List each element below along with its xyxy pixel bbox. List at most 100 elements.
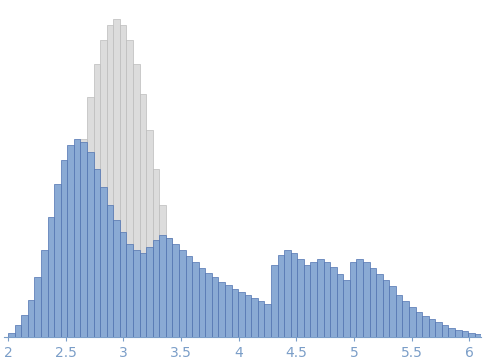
Bar	[74, 139, 80, 337]
Bar	[462, 331, 468, 337]
Bar	[106, 205, 113, 337]
Bar	[429, 319, 435, 337]
Bar	[106, 25, 113, 337]
Bar	[356, 259, 363, 337]
Bar	[416, 312, 422, 337]
Bar	[199, 325, 205, 337]
Bar	[337, 274, 343, 337]
Bar	[199, 268, 205, 337]
Bar	[133, 64, 139, 337]
Bar	[113, 220, 120, 337]
Bar	[93, 64, 100, 337]
Bar	[218, 336, 225, 337]
Bar	[93, 169, 100, 337]
Bar	[172, 244, 179, 337]
Bar	[271, 265, 277, 337]
Bar	[251, 298, 258, 337]
Bar	[185, 304, 192, 337]
Bar	[60, 160, 67, 337]
Bar	[218, 282, 225, 337]
Bar	[47, 217, 54, 337]
Bar	[277, 254, 284, 337]
Bar	[475, 334, 481, 337]
Bar	[363, 262, 369, 337]
Bar	[297, 259, 304, 337]
Bar	[146, 247, 152, 337]
Bar	[258, 301, 264, 337]
Bar	[402, 301, 409, 337]
Bar	[185, 256, 192, 337]
Bar	[152, 240, 159, 337]
Bar	[60, 270, 67, 337]
Bar	[34, 277, 41, 337]
Bar	[205, 273, 212, 337]
Bar	[87, 152, 93, 337]
Bar	[284, 250, 291, 337]
Bar	[159, 235, 166, 337]
Bar	[383, 280, 389, 337]
Bar	[192, 316, 199, 337]
Bar	[100, 40, 106, 337]
Bar	[330, 266, 337, 337]
Bar	[231, 289, 238, 337]
Bar	[238, 292, 245, 337]
Bar	[291, 253, 297, 337]
Bar	[376, 274, 383, 337]
Bar	[54, 184, 60, 337]
Bar	[159, 205, 166, 337]
Bar	[389, 286, 396, 337]
Bar	[74, 184, 80, 337]
Bar	[448, 328, 455, 337]
Bar	[468, 333, 475, 337]
Bar	[323, 262, 330, 337]
Bar	[442, 325, 448, 337]
Bar	[54, 299, 60, 337]
Bar	[152, 169, 159, 337]
Bar	[435, 322, 442, 337]
Bar	[120, 232, 126, 337]
Bar	[212, 277, 218, 337]
Bar	[245, 295, 251, 337]
Bar	[80, 142, 87, 337]
Bar	[133, 250, 139, 337]
Bar	[310, 262, 317, 337]
Bar	[369, 268, 376, 337]
Bar	[126, 40, 133, 337]
Bar	[264, 304, 271, 337]
Bar	[28, 299, 34, 337]
Bar	[41, 250, 47, 337]
Bar	[15, 325, 21, 337]
Bar	[166, 238, 172, 337]
Bar	[172, 265, 179, 337]
Bar	[317, 259, 323, 337]
Bar	[179, 250, 185, 337]
Bar	[343, 280, 350, 337]
Bar	[455, 330, 462, 337]
Bar	[139, 94, 146, 337]
Bar	[304, 265, 310, 337]
Bar	[126, 244, 133, 337]
Bar	[225, 285, 231, 337]
Bar	[422, 316, 429, 337]
Bar	[166, 238, 172, 337]
Bar	[67, 145, 74, 337]
Bar	[146, 130, 152, 337]
Bar	[113, 19, 120, 337]
Bar	[87, 97, 93, 337]
Bar	[80, 139, 87, 337]
Bar	[212, 334, 218, 337]
Bar	[120, 25, 126, 337]
Bar	[409, 307, 416, 337]
Bar	[139, 253, 146, 337]
Bar	[205, 331, 212, 337]
Bar	[350, 262, 356, 337]
Bar	[8, 333, 15, 337]
Bar	[192, 262, 199, 337]
Bar	[21, 315, 28, 337]
Bar	[41, 330, 47, 337]
Bar	[396, 295, 402, 337]
Bar	[179, 287, 185, 337]
Bar	[67, 229, 74, 337]
Bar	[100, 187, 106, 337]
Bar	[47, 319, 54, 337]
